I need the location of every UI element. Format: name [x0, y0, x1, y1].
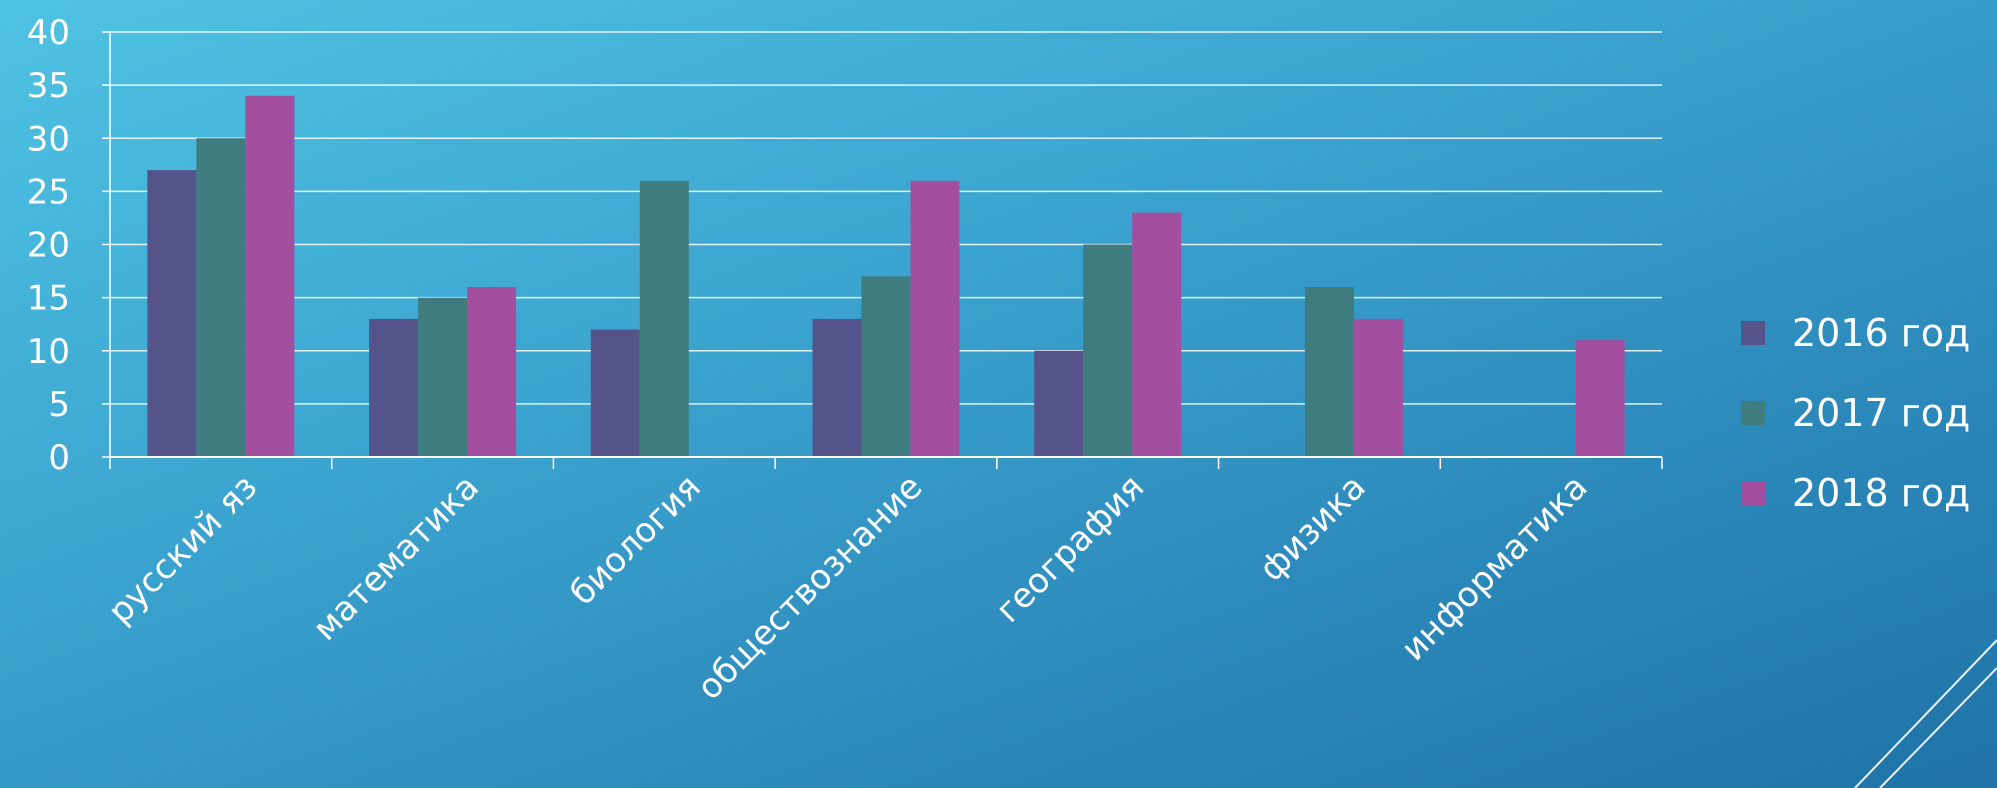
y-tick-label: 35	[27, 66, 70, 106]
bar-2016-год-0	[147, 170, 197, 457]
bar-2016-год-2	[590, 329, 640, 457]
y-tick-label: 10	[27, 332, 70, 372]
legend-label-0: 2016 год	[1792, 311, 1970, 355]
x-axis: русский яз математика биологияобществознан…	[100, 456, 1663, 708]
bar-2018-год-5	[1353, 318, 1403, 457]
legend-swatch-1	[1741, 401, 1765, 425]
y-tick-label: 25	[27, 172, 70, 212]
bar-2016-год-3	[812, 318, 862, 457]
bar-2018-год-0	[245, 95, 295, 457]
bar-2017-год-5	[1304, 287, 1354, 457]
y-axis: 0 5 10 15 20 25 30 35 40	[27, 13, 111, 478]
x-category-label: география	[988, 467, 1152, 631]
bar-2017-год-3	[861, 276, 911, 457]
legend-label-1: 2017 год	[1792, 391, 1970, 435]
x-category-label: математика	[305, 467, 487, 649]
bar-2016-год-4	[1034, 350, 1084, 457]
x-category-label: обществознание	[690, 467, 931, 708]
legend-label-2: 2018 год	[1792, 471, 1970, 515]
bar-2018-год-6	[1575, 340, 1625, 457]
x-category-label: русский яз	[100, 467, 265, 632]
bar-2017-год-2	[639, 180, 689, 457]
y-tick-label: 30	[27, 119, 70, 159]
bar-2018-год-4	[1132, 212, 1182, 457]
y-tick-label: 20	[27, 226, 70, 266]
y-tick-label: 5	[48, 385, 70, 425]
x-category-label: физика	[1252, 467, 1374, 589]
bar-2017-год-1	[418, 297, 468, 457]
legend-swatch-0	[1741, 321, 1765, 345]
y-tick-label: 40	[27, 13, 70, 53]
bar-2016-год-1	[369, 318, 419, 457]
bar-2018-год-1	[467, 287, 517, 457]
legend: 2016 год 2017 год 2018 год	[1741, 311, 1970, 515]
bar-2017-год-4	[1083, 244, 1133, 457]
y-tick-label: 0	[48, 438, 70, 478]
y-tick-label: 15	[27, 279, 70, 319]
bar-2018-год-3	[910, 180, 960, 457]
bar-2017-год-0	[196, 138, 246, 457]
corner-decoration	[1854, 639, 1997, 788]
x-category-label: информатика	[1394, 467, 1596, 669]
bars	[147, 95, 1625, 457]
x-category-label: биология	[562, 467, 708, 613]
legend-swatch-2	[1741, 481, 1765, 505]
